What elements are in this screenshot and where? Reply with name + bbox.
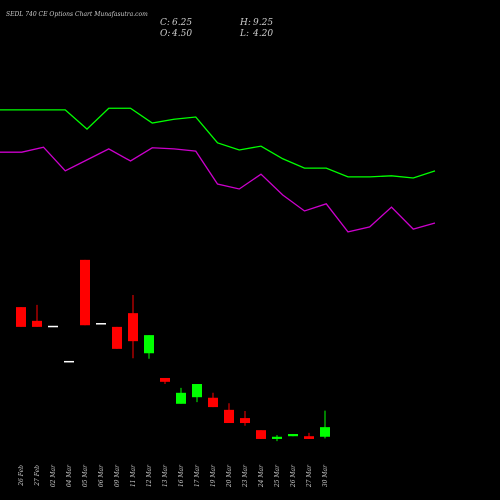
low-prefix: L: [239,29,249,39]
x-tick-label: 26 Feb [18,465,25,487]
candle-body [64,360,74,363]
candle-body [288,434,298,437]
open-prefix: O: [160,29,170,39]
line-series [0,146,436,233]
x-tick-label: 12 Mar [146,464,153,487]
x-tick-label: 11 Mar [130,464,137,487]
x-tick-label: 23 Mar [242,464,249,488]
open-label: 4.50 [171,29,192,39]
close-prefix: C: [160,18,170,28]
x-tick-label: 19 Mar [210,464,217,487]
candle-body [96,323,106,325]
low-label: 4.20 [252,29,273,39]
candle-body [144,335,154,354]
candle-body [256,430,266,439]
line-series [0,107,436,179]
candle-body [32,320,42,327]
candle-body [16,307,26,327]
candle-body [80,259,90,326]
candle-body [112,326,122,349]
x-tick-label: 02 Mar [50,464,57,487]
candle-body [192,384,202,398]
candle-body [128,313,138,342]
high-prefix: H: [239,18,251,28]
candle-body [176,392,186,404]
x-tick-label: 04 Mar [66,464,73,487]
x-tick-label: 26 Mar [290,464,297,488]
candle-body [160,377,170,382]
x-tick-label: 16 Mar [178,464,185,487]
x-tick-label: 25 Mar [274,464,281,488]
x-tick-label: 06 Mar [98,464,105,487]
x-tick-label: 09 Mar [114,464,121,487]
candle-body [224,409,234,424]
high-label: 9.25 [253,18,273,28]
x-tick-label: 27 Mar [306,464,313,488]
candle-body [320,427,330,437]
x-tick-label: 24 Mar [258,464,265,488]
candle-body [240,418,250,424]
x-tick-label: 30 Mar [322,464,329,487]
x-tick-label: 13 Mar [162,464,169,487]
candle-body [208,397,218,408]
candle-body [272,436,282,439]
x-tick-label: 20 Mar [226,464,233,488]
x-tick-label: 17 Mar [194,464,201,487]
x-tick-label: 05 Mar [82,464,89,487]
close-label: 6.25 [172,18,192,28]
x-tick-label: 27 Feb [34,465,41,487]
chart-title: SEDL 740 CE Options Chart Munafasutra.co… [6,11,148,18]
candle-body [304,436,314,439]
candle-body [48,325,58,328]
